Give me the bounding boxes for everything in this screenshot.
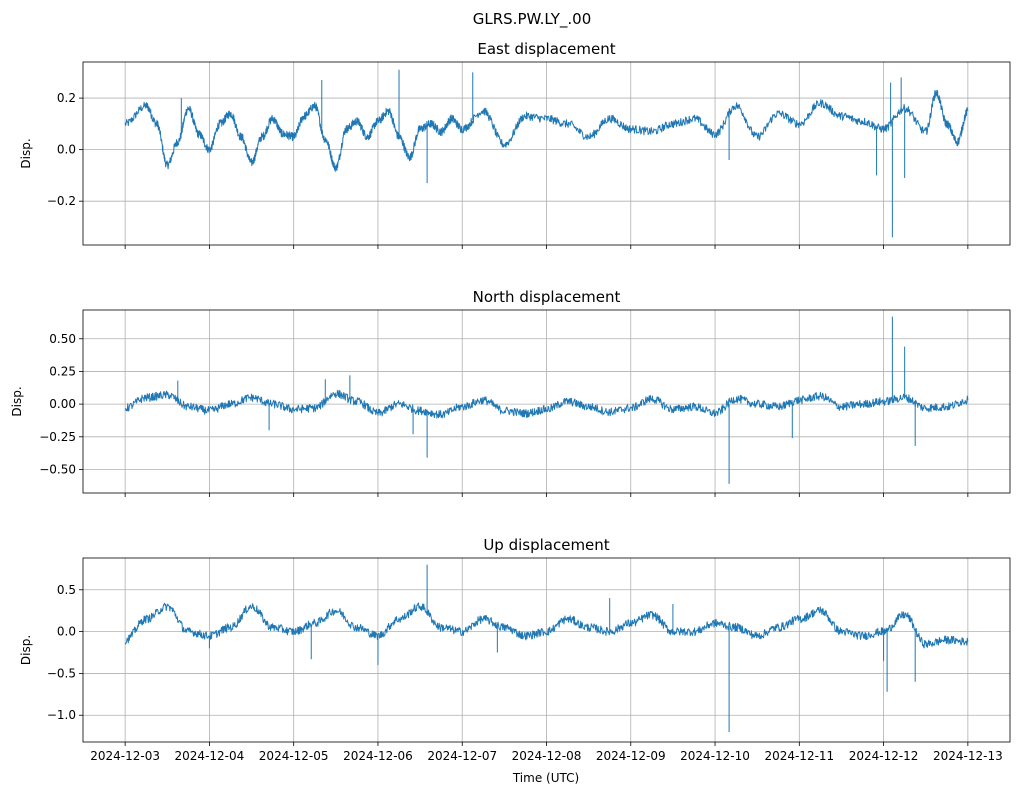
east-panel-title: East displacement (477, 40, 615, 58)
north-y-tick-label: −0.25 (39, 430, 76, 444)
north-panel-title: North displacement (473, 288, 621, 306)
north-series-line (124, 389, 969, 419)
up-x-tick-label: 2024-12-10 (680, 749, 750, 763)
up-y-tick-label: 0.5 (57, 583, 76, 597)
up-y-tick-label: −0.5 (47, 666, 76, 680)
up-x-tick-label: 2024-12-12 (849, 749, 919, 763)
up-x-tick-label: 2024-12-11 (764, 749, 834, 763)
up-x-tick-label: 2024-12-04 (175, 749, 245, 763)
east-y-tick-label: −0.2 (47, 194, 76, 208)
north-y-axis-label: Disp. (10, 386, 24, 416)
east-y-axis-label: Disp. (19, 138, 33, 168)
up-x-tick-label: 2024-12-03 (90, 749, 160, 763)
up-panel-title: Up displacement (483, 536, 609, 554)
north-y-tick-label: 0.50 (49, 332, 76, 346)
up-x-tick-label: 2024-12-08 (512, 749, 582, 763)
east-y-tick-label: 0.0 (57, 143, 76, 157)
east-series-line (124, 89, 969, 172)
up-series-line (124, 602, 969, 649)
east-panel: −0.2 0.0 0.2 East displacement Disp. (19, 40, 1011, 249)
up-x-tick-label: 2024-12-07 (427, 749, 497, 763)
x-axis-label: Time (UTC) (512, 771, 579, 785)
north-panel: −0.50 −0.25 0.00 0.25 0.50 North displacement… (10, 288, 1011, 497)
north-y-tick-label: −0.50 (39, 462, 76, 476)
north-y-tick-label: 0.25 (49, 364, 76, 378)
north-y-tick-label: 0.00 (49, 397, 76, 411)
east-y-tick-label: 0.2 (57, 91, 76, 105)
up-x-tick-label: 2024-12-05 (259, 749, 329, 763)
up-y-tick-label: −1.0 (47, 708, 76, 722)
up-x-tick-label: 2024-12-06 (343, 749, 413, 763)
up-x-tick-label: 2024-12-13 (933, 749, 1003, 763)
up-panel: 2024-12-03 2024-12-04 2024-12-05 2024-12-06… (19, 536, 1011, 763)
figure-title: GLRS.PW.LY_.00 (473, 10, 592, 29)
up-x-tick-label: 2024-12-09 (596, 749, 666, 763)
up-y-axis-label: Disp. (19, 635, 33, 665)
up-y-tick-label: 0.0 (57, 625, 76, 639)
